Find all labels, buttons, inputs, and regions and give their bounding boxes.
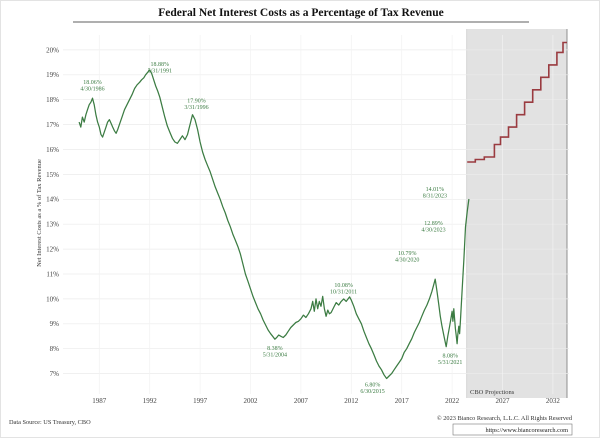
annotation-date: 10/31/2011: [330, 289, 357, 295]
annotation-date: 5/31/2004: [263, 353, 287, 359]
annotation-value: 17.90%: [187, 99, 206, 105]
annotation: 17.90% 3/31/1996: [184, 99, 208, 112]
annotation: 10.79% 4/30/2020: [395, 251, 419, 264]
annotation-date: 4/30/2020: [395, 258, 419, 264]
y-tick-label: 8%: [50, 345, 60, 353]
annotation-value: 8.38%: [267, 346, 283, 352]
url-box: [452, 423, 573, 436]
annotations: 18.06% 4/30/1986 18.88% 5/31/1991 17.90% 3/31…: [80, 62, 462, 395]
y-tick-label: 11%: [46, 270, 59, 278]
x-tick-label: 2032: [546, 397, 561, 405]
annotation-date: 5/31/1991: [148, 68, 172, 74]
historical-line: [78, 69, 470, 380]
y-tick-label: 12%: [46, 246, 59, 254]
y-tick-label: 13%: [46, 221, 59, 229]
x-tick-label: 2022: [445, 397, 460, 405]
series-projection: [467, 41, 567, 163]
x-tick-labels: 1987 1992 1997 2002 2007 2012 2017 2022 2027 2032: [92, 397, 560, 405]
annotation: 18.06% 4/30/1986: [80, 80, 104, 93]
annotation-date: 5/31/2021: [438, 360, 462, 366]
y-tick-label: 18%: [46, 96, 59, 104]
projection-band-rect: [466, 29, 567, 398]
annotation: 6.80% 6/30/2015: [360, 383, 384, 396]
y-tick-label: 9%: [50, 320, 60, 328]
x-tick-label: 1997: [193, 397, 208, 405]
annotation-value: 14.01%: [426, 187, 445, 193]
annotation-value: 6.80%: [365, 383, 381, 389]
y-tick-label: 20%: [46, 46, 59, 54]
annotation-date: 6/30/2015: [360, 389, 384, 395]
annotation: 8.38% 5/31/2004: [263, 346, 287, 359]
y-tick-label: 10%: [46, 295, 59, 303]
chart-title: Federal Net Interest Costs as a Percenta…: [158, 7, 443, 19]
y-tick-label: 17%: [46, 121, 59, 129]
x-tick-label: 2007: [294, 397, 309, 405]
x-tick-label: 2017: [395, 397, 410, 405]
series-historical: [78, 69, 470, 380]
gridlines: [63, 35, 569, 394]
annotation-value: 12.89%: [424, 221, 443, 227]
annotation-date: 4/30/1986: [80, 87, 104, 93]
annotation-value: 8.08%: [442, 354, 458, 360]
x-tick-label: 2002: [244, 397, 259, 405]
annotation: 10.08% 10/31/2011: [330, 283, 357, 296]
y-tick-label: 19%: [46, 71, 59, 79]
y-tick-label: 16%: [46, 146, 59, 154]
annotation: 12.89% 4/30/2023: [421, 221, 445, 234]
annotation: 8.08% 5/31/2021: [438, 354, 462, 367]
projection-band-label: CBO Projections: [470, 389, 515, 396]
annotation-value: 10.79%: [398, 251, 417, 257]
copyright-note: © 2023 Bianco Research, L.L.C. All Right…: [437, 415, 573, 422]
projection-band: [466, 29, 568, 398]
projection-line: [467, 41, 567, 163]
annotation: 14.01% 8/31/2023: [423, 187, 447, 200]
annotation-value: 18.06%: [83, 80, 102, 86]
x-tick-label: 1992: [143, 397, 158, 405]
annotation-date: 3/31/1996: [184, 105, 208, 111]
source-note: Data Source: US Treasury, CBO: [9, 419, 91, 426]
y-axis-label: Net Interest Costs as a % of Tax Revenue: [36, 159, 43, 267]
url-link[interactable]: https://www.biancoresearch.com: [486, 427, 569, 434]
y-tick-label: 15%: [46, 171, 59, 179]
x-tick-label: 1987: [92, 397, 107, 405]
annotation-date: 4/30/2023: [421, 227, 445, 233]
annotation: 18.88% 5/31/1991: [148, 62, 172, 75]
x-tick-label: 2027: [496, 397, 511, 405]
annotation-date: 8/31/2023: [423, 194, 447, 200]
x-tick-label: 2012: [344, 397, 359, 405]
annotation-value: 10.08%: [334, 283, 353, 289]
y-tick-labels: 7% 8% 9% 10% 11% 12% 13% 14% 15% 16% 17% 18% 19% 20%: [46, 46, 59, 378]
y-tick-label: 14%: [46, 196, 59, 204]
annotation-value: 18.88%: [151, 62, 170, 68]
y-tick-label: 7%: [50, 370, 60, 378]
